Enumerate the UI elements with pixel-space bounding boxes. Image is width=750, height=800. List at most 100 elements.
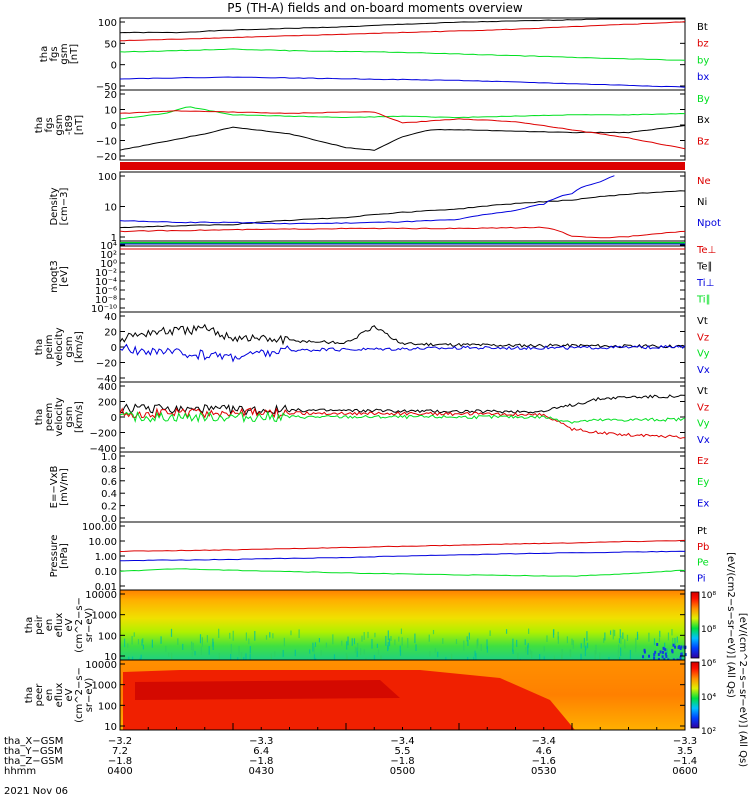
spectrogram-cell	[399, 650, 402, 656]
panel-8: 1.00.8 0.60.4 0.20.0 E=−VxB [mV/m] Ez Ey Ex	[49, 451, 709, 525]
spectrogram-cell	[325, 642, 328, 648]
spectrogram-cell	[354, 646, 357, 653]
spectrogram-cell	[489, 630, 491, 636]
legend-entry-ni: Ni	[697, 197, 707, 208]
spectrogram-cell	[341, 640, 343, 646]
spectrogram-cell	[151, 639, 153, 648]
spectrogram-cell	[580, 643, 582, 649]
y-tick-label: 0.6	[101, 477, 117, 488]
y-tick-label: 100	[98, 172, 117, 183]
panel-11: 10000 1000 100 10 tha peer en eflux eV (cm^2−s− sr…	[24, 659, 686, 733]
x-tick-label: −3.4	[390, 736, 414, 747]
spectrogram-cell	[679, 656, 682, 660]
y-tick-label: 10.00	[88, 537, 117, 548]
spectrogram-cell	[653, 653, 656, 657]
spectrogram-cell	[527, 645, 529, 655]
spectrogram-cell	[282, 649, 284, 657]
spectrogram-cell	[313, 646, 315, 655]
spectrogram-cell	[353, 638, 356, 645]
spectrogram-cell	[371, 639, 373, 649]
spectrogram-cell	[165, 645, 167, 652]
spectrogram-cell	[387, 641, 389, 650]
x-row-label: hhmm	[4, 766, 36, 777]
panel-2: 20 10 0 −10 −20 tha fgs gsm -t89 [nT] By Bx Bz	[34, 89, 710, 163]
spectrogram-cell	[388, 638, 391, 647]
y-tick-label: 100	[98, 18, 117, 29]
spectrogram-cell	[539, 654, 541, 664]
legend-entry-pe: Pe	[697, 558, 709, 569]
y-tick-label: 0.4	[101, 489, 117, 500]
spectrogram-cell	[473, 656, 475, 662]
spectrogram-cell	[580, 653, 582, 660]
spectrogram-cell	[648, 632, 650, 642]
legend-entry-vy: Vy	[697, 419, 710, 430]
spectrogram-cell	[618, 644, 620, 653]
y-axis-label: [eV]	[59, 266, 70, 287]
spectrogram-cell	[387, 645, 389, 652]
spectrogram-cell	[192, 642, 194, 652]
spectrogram-cell	[648, 654, 651, 658]
spectrogram-cell	[401, 637, 403, 646]
spectrogram-cell	[437, 651, 439, 658]
spectrogram-cell	[662, 650, 665, 654]
spectrogram-cell	[177, 638, 179, 645]
legend-entry-pt: Pt	[697, 526, 707, 537]
x-row-label: tha_Z−GSM	[4, 756, 63, 767]
spectrogram-cell	[314, 642, 317, 647]
y-tick-label: −20	[96, 359, 117, 370]
spectrogram-cell	[505, 629, 508, 634]
spectrogram-cell	[671, 629, 673, 636]
x-tick-label: −1.6	[532, 756, 556, 767]
x-tick-label: 0600	[672, 766, 697, 777]
spectrogram-cell	[617, 650, 619, 660]
spectrogram-cell	[332, 634, 334, 645]
spectrogram-cell	[309, 649, 311, 654]
x-tick-label: 4.6	[536, 746, 552, 757]
spectrogram-cell	[463, 640, 465, 651]
colorbar-label: [eV/(cm^2−s−sr−eV)] (All Qs)	[737, 613, 748, 767]
y-tick-label: −400	[90, 444, 117, 455]
y-axis-label: velocity	[54, 327, 65, 366]
spectrogram-cell	[199, 634, 202, 644]
x-tick-label: 7.2	[112, 746, 128, 757]
spectrogram-cell	[318, 638, 321, 643]
y-tick-label: 10²	[100, 250, 117, 261]
spectrogram-cell	[398, 636, 400, 642]
series-line-vt	[119, 394, 686, 416]
spectrogram-cell	[230, 653, 232, 664]
spectrogram-cell	[359, 648, 362, 656]
y-tick-label: 1.0	[101, 452, 117, 463]
x-tick-label: −3.2	[108, 736, 132, 747]
y-axis-label: peim	[44, 334, 55, 359]
y-tick-label: 10	[104, 652, 117, 663]
legend-entry-bx: bx	[697, 72, 709, 83]
y-axis-label: moqt3	[49, 260, 60, 293]
panel-frame	[119, 451, 686, 523]
spectrogram-cell	[320, 650, 322, 656]
spectrogram-cell	[512, 647, 514, 652]
y-axis-label: [cm−3]	[59, 188, 70, 226]
spectrogram-cell	[313, 653, 316, 661]
spectrogram-cell	[294, 649, 296, 657]
spectrogram-cell	[684, 653, 687, 657]
colorbar-tick-label: 10⁸	[701, 625, 716, 635]
series-line-by	[119, 106, 686, 120]
legend-entry-ne: Ne	[697, 176, 711, 187]
panel-3	[120, 162, 685, 170]
spectrogram-cell	[182, 643, 184, 650]
panel-7: 400 200 0 −200 −400 tha peem velocity gsm [km/s] V…	[34, 381, 710, 455]
spectrogram-cell	[657, 653, 660, 657]
y-axis-label: eV	[64, 618, 75, 631]
spectrogram-cell	[230, 644, 232, 654]
y-axis-label: [km/s]	[74, 401, 85, 433]
legend-entry-bt: Bt	[697, 22, 708, 33]
series-line-pi	[119, 550, 686, 562]
x-tick-label: −1.8	[249, 756, 273, 767]
y-axis-label: [mV/m]	[59, 468, 70, 506]
spectrogram-cell	[475, 653, 477, 660]
series-line-ne	[119, 226, 686, 239]
spectrogram-cell	[376, 643, 378, 648]
spectrogram-cell	[635, 638, 637, 649]
y-tick-label: 0.8	[101, 464, 117, 475]
